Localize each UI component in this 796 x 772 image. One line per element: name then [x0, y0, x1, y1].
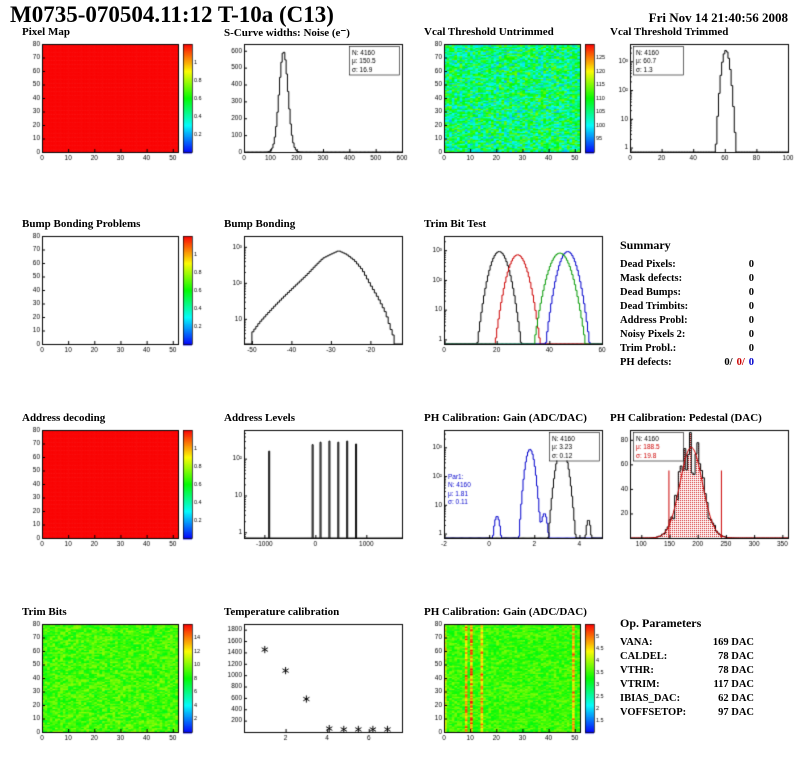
param-row: VANA: 169 DAC — [620, 637, 754, 648]
pixel-map-canvas — [12, 40, 212, 168]
plot-title-vcal-untrimmed: Vcal Threshold Untrimmed — [424, 26, 554, 38]
ph-gain-hist-canvas — [414, 426, 614, 554]
row-label: PH defects: — [620, 357, 672, 368]
plot-title-trim-bits: Trim Bits — [22, 606, 67, 618]
row-value: 97 DAC — [718, 707, 754, 718]
plot-title-address-levels: Address Levels — [224, 412, 295, 424]
op-parameters-rows: VANA: 169 DAC CALDEL: 78 DAC VTHR: 78 DAC VTRI… — [620, 637, 796, 718]
row-label: VANA: — [620, 637, 653, 648]
summary-row: Trim Probl.: 0 — [620, 343, 754, 354]
row-label: Mask defects: — [620, 273, 683, 284]
panel-bump-bonding-problems: Bump Bonding Problems — [12, 218, 212, 360]
row-value: 169 DAC — [712, 637, 754, 648]
plot-title-bump-bonding-problems: Bump Bonding Problems — [22, 218, 141, 230]
scurve-noise-canvas — [214, 40, 414, 168]
row-value: 117 DAC — [713, 679, 754, 690]
address-decoding-canvas — [12, 426, 212, 554]
summary-row: Mask defects: 0 — [620, 273, 754, 284]
row-value: 0/0/0 — [720, 357, 754, 368]
panel-address-decoding: Address decoding — [12, 412, 212, 554]
plot-title-ph-gain-map: PH Calibration: Gain (ADC/DAC) — [424, 606, 587, 618]
summary-rows: Dead Pixels: 0 Mask defects: 0 Dead Bumps: 0 D… — [620, 259, 796, 368]
summary-row: Dead Trimbits: 0 — [620, 301, 754, 312]
param-row: VOFFSETOP: 97 DAC — [620, 707, 754, 718]
panel-vcal-untrimmed: Vcal Threshold Untrimmed — [414, 26, 614, 168]
row-label: Dead Pixels: — [620, 259, 676, 270]
row-label: CALDEL: — [620, 651, 668, 662]
row-label: VOFFSETOP: — [620, 707, 687, 718]
row-value: 0 — [748, 287, 754, 298]
panel-ph-gain-hist: PH Calibration: Gain (ADC/DAC) — [414, 412, 614, 554]
bump-bonding-problems-canvas — [12, 232, 212, 360]
plot-title-trim-bit-test: Trim Bit Test — [424, 218, 487, 230]
param-row: VTHR: 78 DAC — [620, 665, 754, 676]
panel-vcal-trimmed: Vcal Threshold Trimmed — [600, 26, 796, 168]
row-label: Noisy Pixels 2: — [620, 329, 686, 340]
ph-pedestal-canvas — [600, 426, 796, 554]
summary-row: Dead Pixels: 0 — [620, 259, 754, 270]
vcal-untrimmed-canvas — [414, 40, 614, 168]
trim-bits-canvas — [12, 620, 212, 748]
panel-bump-bonding: Bump Bonding — [214, 218, 414, 360]
op-parameters-title: Op. Parameters — [620, 616, 702, 630]
plot-title-pixel-map: Pixel Map — [22, 26, 70, 38]
row-label: Dead Bumps: — [620, 287, 681, 298]
row-value-part: 0/ — [736, 357, 745, 368]
row-value: 0 — [748, 343, 754, 354]
bump-bonding-canvas — [214, 232, 414, 360]
panel-address-levels: Address Levels — [214, 412, 414, 554]
plot-title-address-decoding: Address decoding — [22, 412, 106, 424]
plot-title-scurve-noise: S-Curve widths: Noise (e⁻) — [224, 27, 350, 39]
plot-title-ph-gain-hist: PH Calibration: Gain (ADC/DAC) — [424, 412, 587, 424]
summary-row: Dead Bumps: 0 — [620, 287, 754, 298]
plot-title-vcal-trimmed: Vcal Threshold Trimmed — [610, 26, 729, 38]
row-value-part: 0 — [748, 357, 754, 368]
panel-scurve-noise: S-Curve widths: Noise (e⁻) — [214, 26, 414, 168]
summary-title: Summary — [620, 238, 671, 252]
summary-row: Address Probl: 0 — [620, 315, 754, 326]
vcal-trimmed-canvas — [600, 40, 796, 168]
row-label: VTRIM: — [620, 679, 660, 690]
row-label: Trim Probl.: — [620, 343, 677, 354]
row-value: 0 — [748, 315, 754, 326]
summary-row: PH defects: 0/0/0 — [620, 357, 754, 368]
panel-trim-bits: Trim Bits — [12, 606, 212, 748]
row-label: IBIAS_DAC: — [620, 693, 681, 704]
address-levels-canvas — [214, 426, 414, 554]
param-row: IBIAS_DAC: 62 DAC — [620, 693, 754, 704]
row-label: Address Probl: — [620, 315, 688, 326]
panel-op-parameters: Op. Parameters VANA: 169 DAC CALDEL: 78 DAC… — [606, 604, 796, 721]
plot-title-temperature-calibration: Temperature calibration — [224, 606, 340, 618]
row-value: 0 — [748, 259, 754, 270]
page-title: M0735-070504.11:12 T-10a (C13) — [10, 2, 334, 27]
row-value: 78 DAC — [718, 665, 754, 676]
panel-temperature-calibration: Temperature calibration — [214, 606, 414, 748]
panel-ph-pedestal: PH Calibration: Pedestal (DAC) — [600, 412, 796, 554]
param-row: VTRIM: 117 DAC — [620, 679, 754, 690]
row-value: 62 DAC — [718, 693, 754, 704]
plot-title-bump-bonding: Bump Bonding — [224, 218, 296, 230]
row-value: 78 DAC — [718, 651, 754, 662]
row-label: VTHR: — [620, 665, 654, 676]
row-value: 0 — [748, 273, 754, 284]
trim-bit-test-canvas — [414, 232, 614, 360]
report-date: Fri Nov 14 21:40:56 2008 — [648, 10, 788, 25]
row-label: Dead Trimbits: — [620, 301, 689, 312]
ph-gain-map-canvas — [414, 620, 614, 748]
plot-title-ph-pedestal: PH Calibration: Pedestal (DAC) — [610, 412, 762, 424]
summary-row: Noisy Pixels 2: 0 — [620, 329, 754, 340]
row-value: 0 — [748, 329, 754, 340]
row-value: 0 — [748, 301, 754, 312]
param-row: CALDEL: 78 DAC — [620, 651, 754, 662]
row-value-part: 0/ — [724, 357, 733, 368]
panel-pixel-map: Pixel Map — [12, 26, 212, 168]
panel-summary: Summary Dead Pixels: 0 Mask defects: 0 Dead … — [606, 226, 796, 371]
temperature-calibration-canvas — [214, 620, 414, 748]
panel-ph-gain-map: PH Calibration: Gain (ADC/DAC) — [414, 606, 614, 748]
panel-trim-bit-test: Trim Bit Test — [414, 218, 614, 360]
